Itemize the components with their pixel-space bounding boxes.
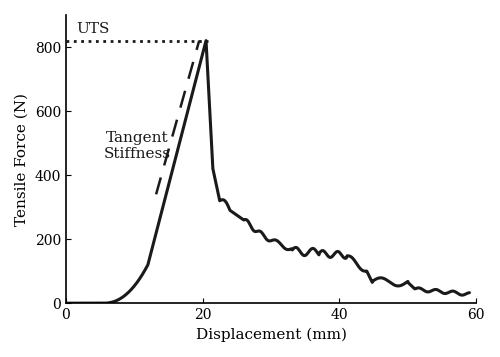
Text: UTS: UTS (76, 22, 110, 36)
X-axis label: Displacement (mm): Displacement (mm) (196, 328, 346, 342)
Text: Tangent
Stiffness: Tangent Stiffness (104, 131, 171, 161)
Y-axis label: Tensile Force (N): Tensile Force (N) (15, 92, 29, 226)
